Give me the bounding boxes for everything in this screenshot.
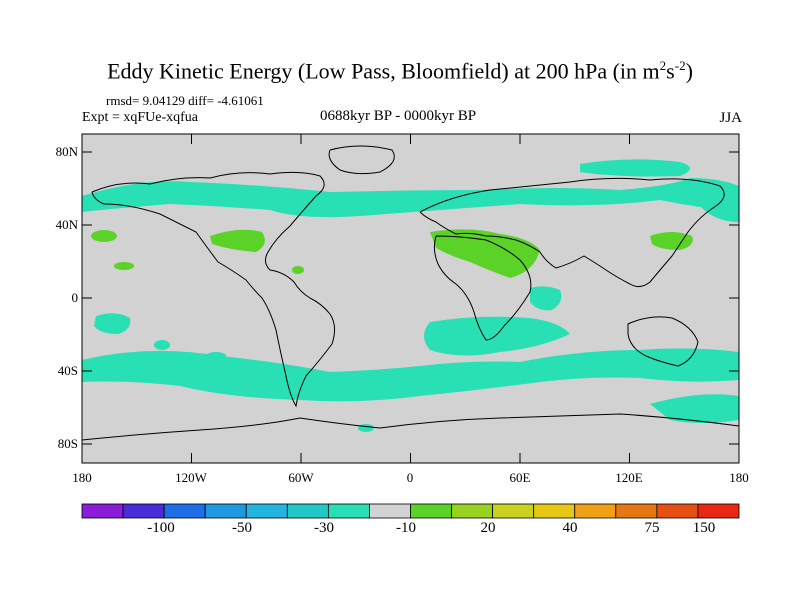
colorbar-label-minus10: -10 bbox=[396, 520, 416, 536]
lon-ticks bbox=[81, 134, 740, 463]
australia-coast bbox=[627, 316, 699, 367]
small-patch-1 bbox=[154, 340, 170, 350]
colorbar-swatch bbox=[656, 503, 699, 519]
pacific-green-patch bbox=[91, 230, 117, 242]
colorbar-label-40: 40 bbox=[562, 520, 578, 536]
colorbar-label-minus100: -100 bbox=[147, 520, 175, 536]
lon-label-180e: 180 bbox=[729, 470, 749, 485]
colorbar-swatch bbox=[81, 503, 124, 519]
colorbar-swatch bbox=[327, 503, 370, 519]
lat-label-40s: 40S bbox=[57, 363, 78, 378]
lon-label-60w: 60W bbox=[288, 470, 314, 485]
colorbar-swatch bbox=[286, 503, 329, 519]
east-asia-patch bbox=[650, 232, 693, 250]
caribbean-green-patch bbox=[292, 266, 304, 274]
colorbar-swatch bbox=[410, 503, 452, 519]
lon-label-120w: 120W bbox=[175, 470, 207, 485]
colorbar-swatch bbox=[369, 503, 411, 519]
lon-label-180w: 180 bbox=[72, 470, 92, 485]
colorbar-swatch bbox=[697, 503, 740, 519]
small-patch-3 bbox=[358, 424, 374, 432]
lon-label-120e: 120E bbox=[615, 470, 643, 485]
colorbar-label-20: 20 bbox=[480, 520, 496, 536]
colorbar bbox=[81, 503, 740, 519]
eurasia-coast bbox=[419, 177, 725, 288]
pacific-patch bbox=[94, 313, 131, 334]
indian-ocean-patch bbox=[530, 286, 562, 311]
coastlines bbox=[81, 145, 740, 441]
north-africa-middle-east-patch bbox=[430, 229, 540, 278]
experiment-label: Expt = xqFUe-xqfua bbox=[82, 110, 198, 125]
colorbar-swatch bbox=[615, 503, 658, 519]
lon-label-60e: 60E bbox=[509, 470, 531, 485]
negative-anomaly-regions bbox=[82, 159, 739, 432]
pacific-green-patch-2 bbox=[114, 262, 134, 270]
colorbar-swatch bbox=[451, 503, 494, 519]
lat-label-80n: 80N bbox=[55, 144, 78, 159]
north-america-patch bbox=[210, 229, 265, 252]
colorbar-label-150: 150 bbox=[692, 520, 716, 536]
siberian-patch bbox=[580, 159, 690, 177]
colorbar-swatch bbox=[245, 503, 288, 519]
antarctica-coast bbox=[81, 413, 740, 441]
south-pacific-patch bbox=[650, 394, 739, 423]
colorbar-label-75: 75 bbox=[644, 520, 660, 536]
colorbar-swatch bbox=[533, 503, 576, 519]
southern-storm-track bbox=[82, 348, 739, 402]
map-title: Eddy Kinetic Energy (Low Pass, Bloomfiel… bbox=[107, 58, 693, 84]
colorbar-swatch bbox=[163, 503, 206, 519]
positive-anomaly-regions bbox=[91, 229, 693, 278]
south-atlantic-patch bbox=[424, 316, 570, 356]
lat-label-80s: 80S bbox=[57, 436, 78, 451]
period-label: 0688kyr BP - 0000kyr BP bbox=[320, 108, 477, 124]
colorbar-swatch bbox=[204, 503, 247, 519]
season-label: JJA bbox=[719, 110, 742, 126]
colorbar-label-minus30: -30 bbox=[314, 520, 334, 536]
stats-label: rmsd= 9.04129 diff= -4.61061 bbox=[106, 93, 264, 108]
northern-storm-track bbox=[82, 178, 739, 218]
small-patch-2 bbox=[206, 352, 226, 360]
north-pacific-patch bbox=[700, 188, 739, 222]
colorbar-swatch bbox=[574, 503, 617, 519]
colorbar-swatch bbox=[492, 503, 535, 519]
lat-label-40n: 40N bbox=[55, 217, 78, 232]
lat-ticks bbox=[82, 151, 739, 445]
greenland-coast bbox=[328, 145, 395, 175]
africa-coast bbox=[433, 235, 532, 341]
lat-label-0: 0 bbox=[71, 290, 79, 305]
lon-label-0: 0 bbox=[406, 470, 414, 485]
americas-coast bbox=[91, 171, 336, 408]
colorbar-swatch bbox=[122, 503, 165, 519]
colorbar-label-minus50: -50 bbox=[232, 520, 252, 536]
